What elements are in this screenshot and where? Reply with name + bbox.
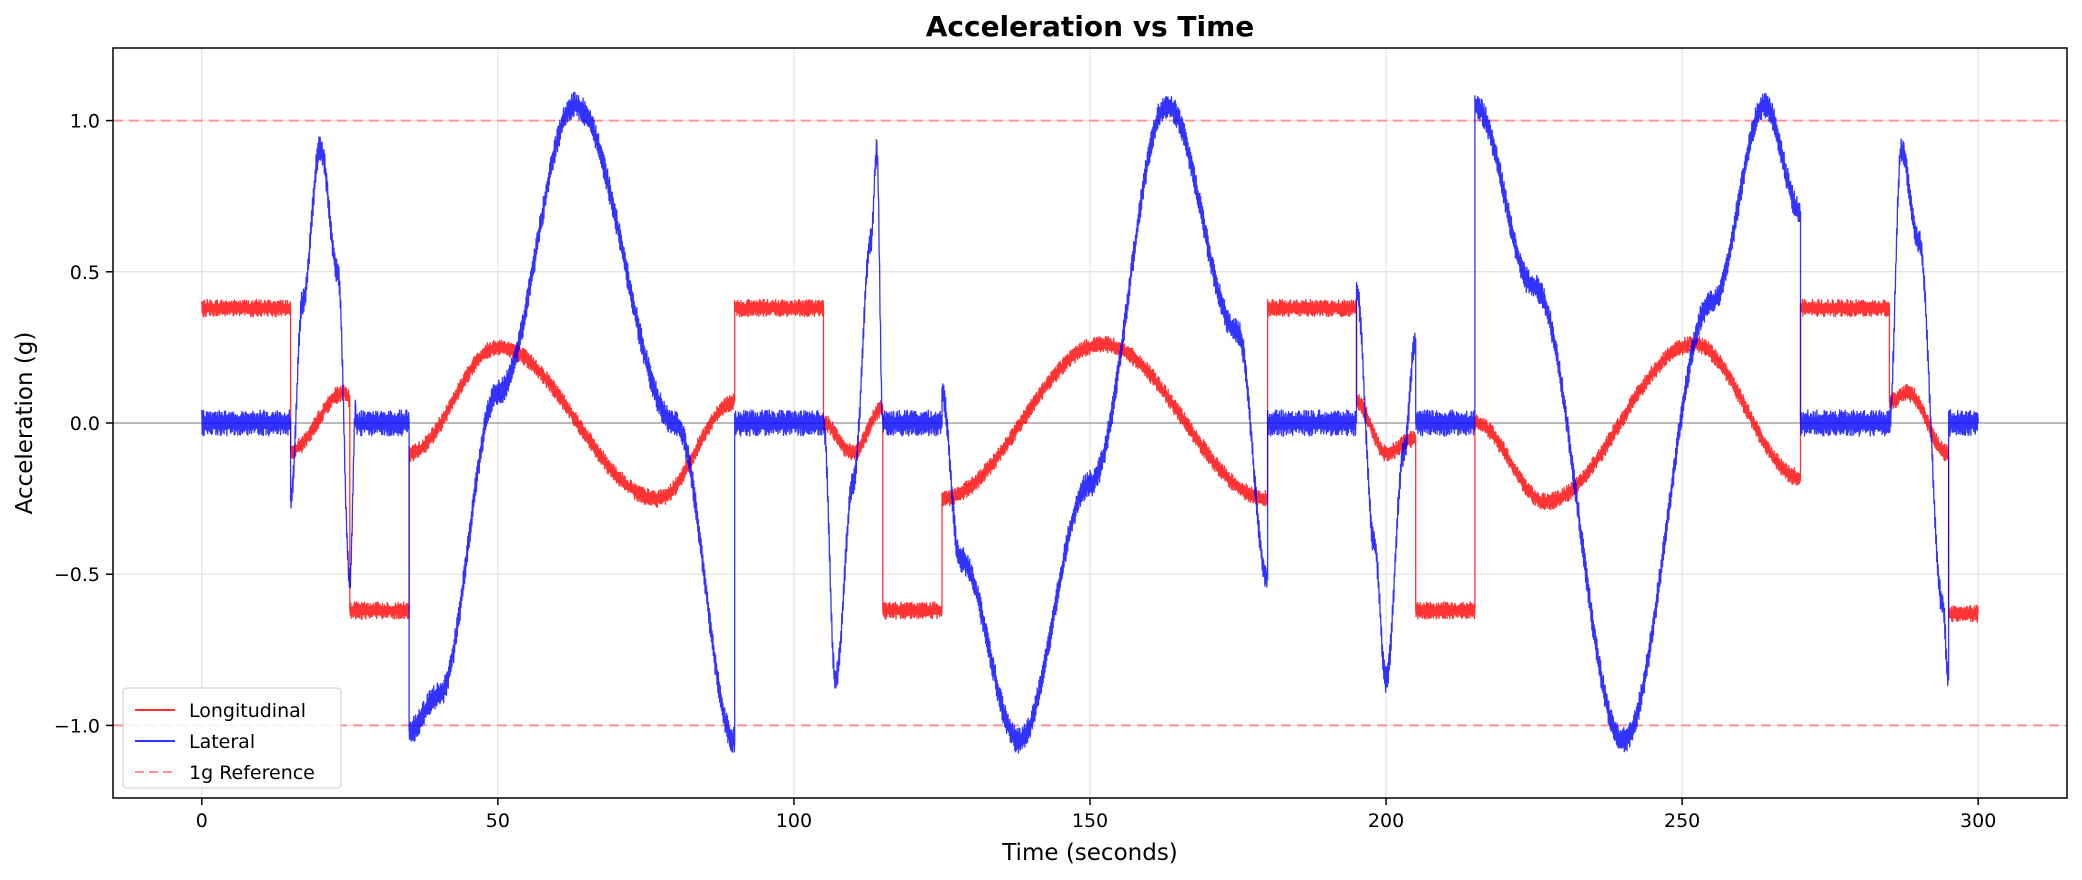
y-axis-label: Acceleration (g) bbox=[12, 332, 38, 515]
x-tick-label: 200 bbox=[1368, 810, 1404, 832]
plot-data bbox=[113, 91, 2067, 754]
y-tick-label: 1.0 bbox=[70, 111, 100, 133]
legend-label: Lateral bbox=[189, 731, 255, 753]
legend-label: 1g Reference bbox=[189, 762, 315, 784]
series-line-longitudinal bbox=[201, 298, 1979, 623]
chart-title: Acceleration vs Time bbox=[926, 10, 1255, 43]
legend-box bbox=[122, 687, 342, 789]
x-axis-label: Time (seconds) bbox=[1001, 840, 1178, 866]
legend: Longitudinal Lateral 1g Reference bbox=[122, 687, 342, 789]
legend-label: Longitudinal bbox=[189, 700, 306, 722]
series-line-lateral bbox=[201, 91, 1979, 754]
y-tick-label: 0.5 bbox=[70, 262, 100, 284]
x-tick-label: 300 bbox=[1960, 810, 1996, 832]
x-tick-label: 50 bbox=[486, 810, 510, 832]
legend-entries: Longitudinal Lateral 1g Reference bbox=[135, 700, 315, 784]
x-tick-label: 150 bbox=[1072, 810, 1108, 832]
y-tick-label: 0.0 bbox=[70, 413, 100, 435]
y-tick-label: −0.5 bbox=[54, 564, 100, 586]
y-tick-label: −1.0 bbox=[54, 715, 100, 737]
x-tick-label: 100 bbox=[776, 810, 812, 832]
x-tick-label: 250 bbox=[1664, 810, 1700, 832]
ticks: 0 50 100 150 200 250 300 −1.0 −0.5 0.0 0.5 1.0 bbox=[54, 111, 1996, 832]
x-tick-label: 0 bbox=[196, 810, 208, 832]
